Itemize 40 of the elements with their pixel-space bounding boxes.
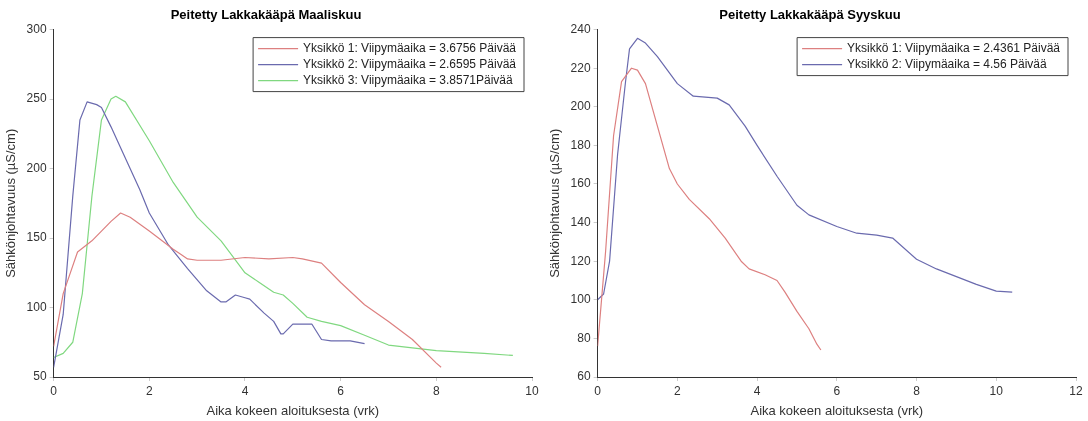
y-tick-label: 120 [570, 253, 591, 268]
y-tick-label: 100 [570, 292, 591, 307]
chart-title: Peitetty Lakkakääpä Maaliskuu [170, 7, 362, 23]
chart-title: Peitetty Lakkakääpä Syyskuu [719, 7, 901, 23]
y-tick-label: 300 [26, 21, 47, 36]
y-tick-label: 160 [570, 176, 591, 191]
y-tick-label: 150 [26, 230, 47, 245]
y-tick-label: 200 [26, 160, 47, 175]
x-tick-label: 10 [989, 383, 1004, 398]
y-tick-label: 220 [570, 60, 591, 75]
y-tick-label: 60 [577, 369, 591, 384]
x-axis-title: Aika kokeen aloituksesta (vrk) [206, 402, 380, 418]
x-tick-label: 4 [753, 383, 761, 398]
legend-label: Yksikkö 2: Viipymäaika = 4.56 Päivää [847, 56, 1047, 71]
x-tick-label: 8 [432, 383, 440, 398]
x-tick-label: 10 [525, 383, 539, 398]
legend-label: Yksikkö 1: Viipymäaika = 3.6756 Päivää [303, 40, 517, 55]
y-axis-title: Sähkönjohtavuus (µS/cm) [547, 128, 563, 278]
y-tick-label: 80 [577, 330, 591, 345]
y-tick-label: 140 [570, 214, 591, 229]
y-tick-label: 50 [33, 369, 47, 384]
y-tick-label: 180 [570, 137, 591, 152]
y-tick-label: 100 [26, 299, 47, 314]
legend-label: Yksikkö 2: Viipymäaika = 2.6595 Päivää [303, 56, 517, 71]
x-axis-title: Aika kokeen aloituksesta (vrk) [750, 402, 924, 418]
y-tick-label: 200 [570, 99, 591, 114]
y-tick-label: 250 [26, 91, 47, 106]
x-tick-label: 8 [913, 383, 921, 398]
x-tick-label: 0 [594, 383, 602, 398]
x-tick-label: 2 [145, 383, 153, 398]
y-tick-label: 240 [570, 21, 591, 36]
x-tick-label: 6 [337, 383, 345, 398]
legend-label: Yksikkö 3: Viipymäaika = 3.8571Päivää [303, 72, 513, 87]
x-tick-label: 6 [833, 383, 841, 398]
x-tick-label: 4 [241, 383, 249, 398]
legend-label: Yksikkö 1: Viipymäaika = 2.4361 Päivää [847, 40, 1061, 55]
x-tick-label: 12 [1069, 383, 1083, 398]
x-tick-label: 0 [50, 383, 58, 398]
x-tick-label: 2 [674, 383, 682, 398]
y-axis-title: Sähkönjohtavuus (µS/cm) [3, 128, 19, 278]
